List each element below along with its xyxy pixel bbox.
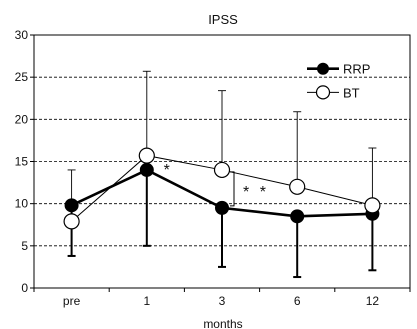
x-tick-label-1: 1 bbox=[143, 294, 150, 308]
x-tick-label-6: 6 bbox=[294, 294, 301, 308]
bt-point-3 bbox=[213, 161, 231, 179]
y-tick-label-25: 25 bbox=[15, 70, 29, 84]
y-tick-label-5: 5 bbox=[21, 239, 28, 253]
x-tick-label-12: 12 bbox=[366, 294, 380, 308]
y-tick-label-20: 20 bbox=[15, 112, 29, 126]
bt-point-1 bbox=[138, 147, 155, 164]
error-bars bbox=[67, 70, 377, 279]
significance-annotations: * * * bbox=[164, 162, 269, 207]
rrp-point-pre bbox=[64, 198, 79, 213]
rrp-point-3 bbox=[215, 200, 229, 215]
legend-bt-label: BT bbox=[343, 85, 360, 100]
y-tick-label-30: 30 bbox=[15, 28, 29, 42]
bt-point-12 bbox=[364, 197, 381, 214]
x-tick-label-pre: pre bbox=[63, 294, 81, 308]
bt-point-6 bbox=[289, 178, 306, 195]
axes: 0 5 10 15 20 25 30 pre 1 3 6 12 bbox=[15, 28, 411, 308]
legend-bt-marker bbox=[315, 85, 331, 100]
rrp-point-1 bbox=[139, 162, 154, 177]
y-tick-label-0: 0 bbox=[21, 281, 28, 295]
x-tick-label-3: 3 bbox=[219, 294, 226, 308]
legend-rrp-label: RRP bbox=[343, 62, 370, 77]
significance-bracket-month-3 bbox=[230, 171, 235, 207]
y-tick-label-10: 10 bbox=[15, 197, 29, 211]
bt-point-pre bbox=[63, 213, 80, 230]
y-tick-label-15: 15 bbox=[15, 155, 29, 169]
legend-rrp-marker bbox=[317, 62, 329, 75]
significance-mark-month-3: * * bbox=[243, 184, 269, 201]
x-axis-label: months bbox=[203, 317, 242, 329]
legend: RRP BT bbox=[307, 62, 370, 100]
series-markers bbox=[63, 147, 381, 230]
rrp-point-6 bbox=[290, 209, 305, 224]
significance-mark-month-1: * bbox=[164, 162, 170, 179]
gridlines bbox=[34, 76, 410, 247]
chart-title: IPSS bbox=[208, 12, 238, 27]
